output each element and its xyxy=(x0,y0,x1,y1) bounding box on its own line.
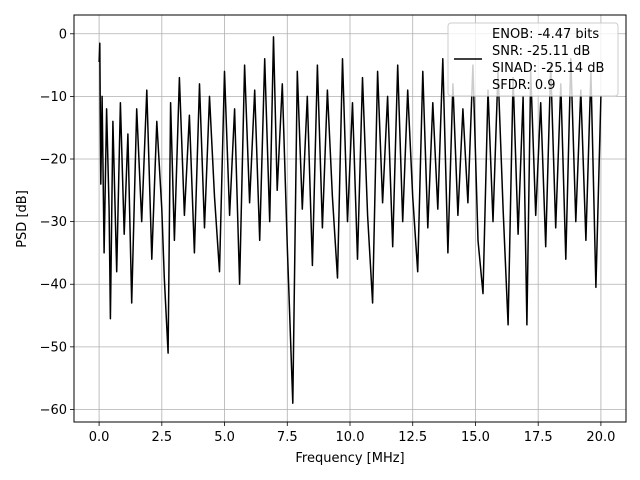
legend-snr: SNR: -25.11 dB xyxy=(492,44,590,59)
x-axis-label: Frequency [MHz] xyxy=(295,451,404,466)
x-tick-label: 20.0 xyxy=(586,430,615,445)
y-tick-label: −20 xyxy=(40,153,67,168)
legend: ENOB: -4.47 bits SNR: -25.11 dB SINAD: -… xyxy=(447,22,619,97)
y-tick-label: −10 xyxy=(40,90,67,105)
x-tick-label: 15.0 xyxy=(461,430,490,445)
x-tick-label: 17.5 xyxy=(524,430,553,445)
ticks: 0.0 2.5 5.0 7.5 10.0 12.5 15.0 17.5 20.0 0 −10 −20 −… xyxy=(40,27,616,445)
x-tick-label: 10.0 xyxy=(336,430,365,445)
series-group xyxy=(98,36,602,404)
y-axis-label: PSD [dB] xyxy=(15,190,30,248)
x-tick-label: 2.5 xyxy=(151,430,172,445)
psd-series-line xyxy=(98,36,602,404)
y-tick-label: 0 xyxy=(59,27,67,42)
legend-sfdr: SFDR: 0.9 xyxy=(492,78,556,93)
y-tick-label: −30 xyxy=(40,215,67,230)
x-tick-label: 5.0 xyxy=(214,430,235,445)
x-tick-label: 7.5 xyxy=(277,430,298,445)
x-tick-label: 0.0 xyxy=(89,430,110,445)
legend-enob: ENOB: -4.47 bits xyxy=(492,27,599,42)
legend-sinad: SINAD: -25.14 dB xyxy=(492,61,604,76)
y-tick-label: −60 xyxy=(40,403,67,418)
legend-box xyxy=(447,22,619,97)
y-tick-label: −40 xyxy=(40,278,67,293)
y-tick-label: −50 xyxy=(40,340,67,355)
x-tick-label: 12.5 xyxy=(398,430,427,445)
